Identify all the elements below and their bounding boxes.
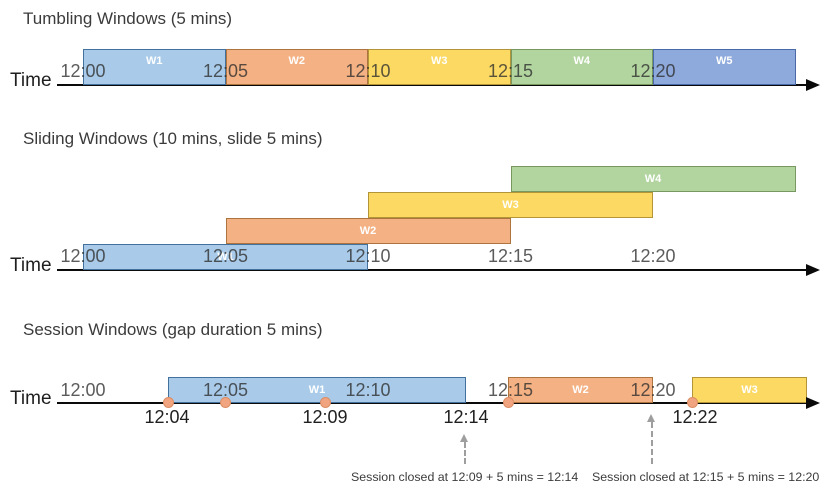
window-label: W1 [217,250,234,263]
tumbling-section-title: Tumbling Windows (5 mins) [23,9,233,28]
session-closed-annotation-2: Session closed at 12:15 + 5 mins = 12:20 [592,470,820,484]
event-time-label: 12:22 [672,407,718,427]
event-time-label: 12:14 [443,407,489,427]
window-label: W4 [573,55,591,67]
arrow-right-icon [806,264,820,276]
event-dot [502,397,514,408]
arrow-right-icon [806,79,820,91]
event-dot [219,397,231,408]
event-time-label: 12:04 [144,407,190,427]
session-time-axis-label: Time [10,388,52,409]
tumbling-time-axis-label: Time [10,70,52,91]
window-label: W3 [741,383,758,396]
window-label: W1 [146,55,163,67]
annotation-arrow-line [464,442,466,464]
arrow-up-icon [647,414,655,422]
tick-label: 12:20 [630,246,676,266]
session-closed-annotation-1: Session closed at 12:09 + 5 mins = 12:14 [351,470,579,484]
tick-label: 12:00 [60,246,106,266]
tick-label: 12:00 [60,61,106,81]
tick-label: 12:00 [60,380,106,400]
window-label: W2 [288,55,306,67]
tumbling-window-w1: W1 [83,49,226,85]
window-label: W5 [716,55,733,67]
window-label: W4 [644,172,662,185]
session-window-w1: W1 [168,377,466,403]
tumbling-window-w3: W3 [368,49,511,85]
session-window-w2: W2 [508,377,653,403]
tumbling-time-axis [57,84,809,86]
tick-label: 12:10 [345,246,391,266]
tumbling-window-w5: W5 [653,49,796,85]
arrow-up-icon [460,434,468,442]
arrow-right-icon [806,397,820,409]
tumbling-window-w2: W2 [225,49,368,85]
sliding-window-w3: W3 [368,192,653,218]
window-label: W2 [359,224,377,237]
event-dot [162,397,174,408]
session-section-title: Session Windows (gap duration 5 mins) [23,320,323,339]
tick-label: 12:20 [630,380,676,400]
tick-label: 12:20 [630,61,676,81]
sliding-time-axis [57,269,809,271]
tick-label: 12:05 [202,380,249,400]
tick-label: 12:05 [202,246,249,266]
session-window-w3: W3 [692,377,807,403]
tick-label: 12:15 [487,61,534,81]
window-label: W3 [431,55,448,67]
session-time-axis [57,402,809,404]
tick-label: 12:10 [345,380,391,400]
tick-label: 12:10 [345,61,391,81]
sliding-time-axis-label: Time [10,255,52,276]
window-label: W1 [308,383,326,396]
annotation-arrow-line [651,422,653,464]
sliding-window-w2: W2 [225,218,511,244]
window-label: W3 [502,198,519,211]
sliding-section-title: Sliding Windows (10 mins, slide 5 mins) [23,129,323,148]
sliding-window-w4: W4 [510,166,796,192]
event-dot [319,397,331,408]
event-dot [686,397,698,408]
sliding-window-w1: W1 [83,244,368,270]
tick-label: 12:15 [487,380,534,400]
event-time-label: 12:09 [302,407,348,427]
tick-label: 12:15 [487,246,534,266]
tick-label: 12:05 [202,61,249,81]
tumbling-window-w4: W4 [510,49,653,85]
window-label: W2 [572,383,589,396]
